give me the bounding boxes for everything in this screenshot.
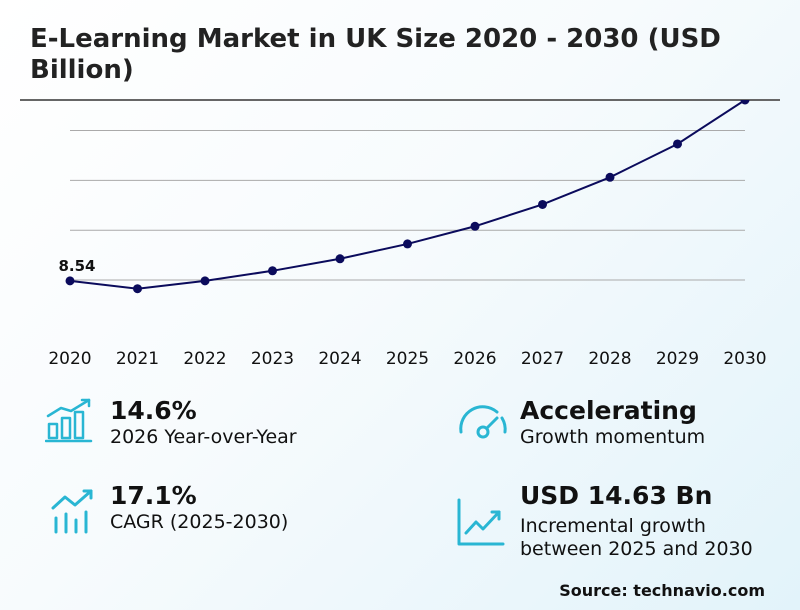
data-point — [65, 276, 75, 286]
metric-cagr: 17.1% CAGR (2025-2030) — [110, 481, 288, 534]
metric-momentum-value: Accelerating — [520, 396, 697, 425]
series-line — [69, 100, 746, 290]
x-tick-label: 2024 — [318, 349, 361, 369]
data-point — [268, 266, 277, 276]
growth-trend-bars-icon — [51, 489, 93, 534]
x-tick-label: 2026 — [453, 349, 496, 369]
chart-title: E-Learning Market in UK Size 2020 - 2030… — [30, 24, 721, 85]
data-label: 8.54 — [58, 257, 95, 275]
data-point — [740, 100, 750, 105]
metric-cagr-label: CAGR (2025-2030) — [110, 511, 289, 533]
metric-yoy-label: 2026 Year-over-Year — [110, 426, 297, 448]
data-point — [133, 284, 142, 294]
metric-incremental-label-line1: Incremental growth — [520, 515, 706, 537]
title-divider — [20, 99, 780, 101]
data-point — [200, 276, 210, 286]
speedometer-icon — [459, 405, 507, 439]
x-tick-label: 2027 — [521, 349, 564, 369]
x-tick-label: 2021 — [116, 349, 159, 369]
metric-cagr-value: 17.1% — [110, 481, 197, 510]
x-tick-label: 2025 — [386, 349, 429, 369]
x-tick-label: 2022 — [183, 349, 226, 369]
source-credit: Source: technavio.com — [559, 581, 765, 600]
metric-yoy-value: 14.6% — [110, 396, 197, 425]
x-tick-label: 2030 — [723, 349, 766, 369]
x-tick-label: 2029 — [656, 349, 699, 369]
x-tick-label: 2028 — [588, 349, 631, 369]
data-point — [470, 221, 480, 231]
line-chart: 8.54 2020 2021 2022 2023 2024 2025 2026 2027 2028… — [48, 100, 767, 369]
data-point — [403, 239, 412, 249]
data-point — [538, 199, 547, 209]
metric-incremental-label-line2: between 2025 and 2030 — [520, 538, 753, 560]
metric-yoy: 14.6% 2026 Year-over-Year — [110, 396, 297, 449]
data-point — [673, 139, 682, 149]
bar-chart-growth-icon — [45, 398, 93, 443]
metric-incremental: USD 14.63 Bn Incremental growth between … — [520, 481, 753, 561]
metric-incremental-value: USD 14.63 Bn — [520, 481, 713, 510]
x-tick-label: 2023 — [251, 349, 294, 369]
metric-momentum: Accelerating Growth momentum — [520, 396, 705, 449]
line-chart-up-icon — [457, 498, 505, 546]
x-tick-label: 2020 — [48, 349, 91, 369]
metric-momentum-label: Growth momentum — [520, 426, 706, 448]
data-point — [605, 172, 615, 182]
data-point — [335, 254, 345, 264]
